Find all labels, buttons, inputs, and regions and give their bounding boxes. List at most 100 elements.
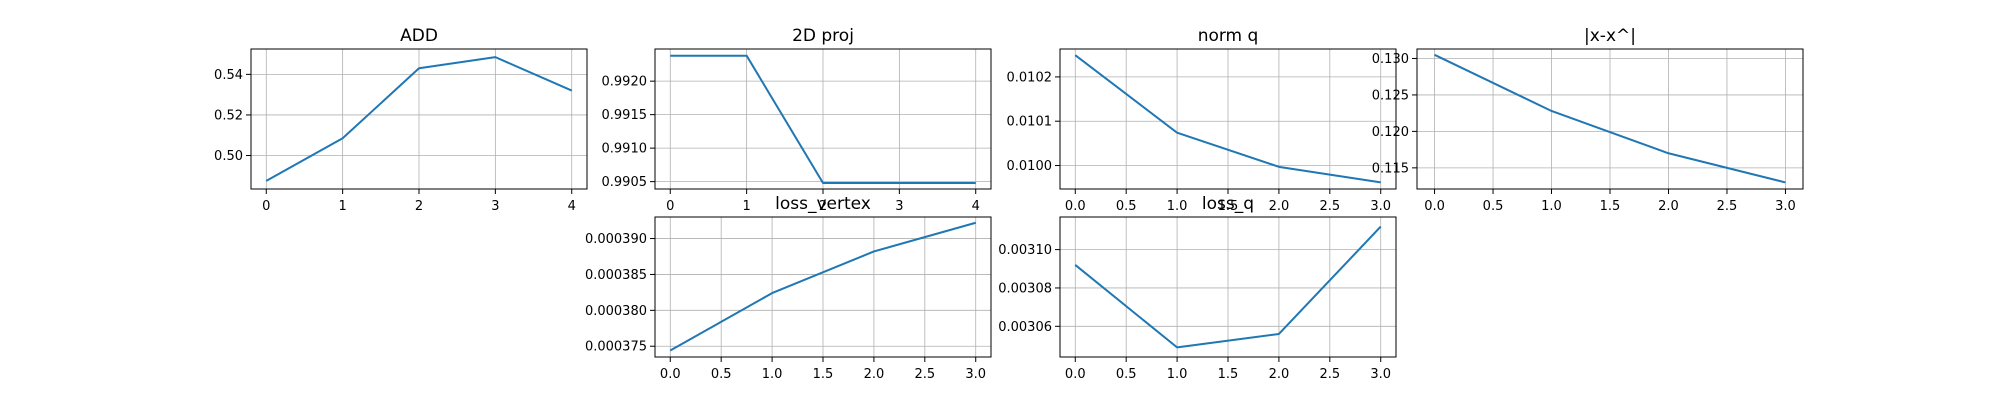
subplot-norm-q: 0.0 0.5 1.0 1.5 2.0 2.5 3.0 0.0100 0.0101 0.0102 n… [1007,26,1397,214]
data-point [1277,165,1281,169]
x-tick-label: 0.0 [1424,199,1445,214]
subplot-2d-proj: 0 1 2 3 4 0.9905 0.9910 0.9915 0.9920 2D proj [602,26,992,214]
data-point [493,55,497,59]
data-point [1277,332,1281,336]
y-tick-label: 0.0101 [1007,115,1053,130]
x-tick-label: 2 [415,199,423,214]
subplot-title: |x-x^| [1584,26,1636,46]
y-tick-label: 0.0102 [1007,70,1053,85]
x-tick-label: 0.5 [1116,199,1137,214]
x-tick-label: 3.0 [1370,367,1391,382]
data-point [570,89,574,93]
y-tick-label: 0.52 [214,108,243,123]
data-point [1783,180,1787,184]
x-tick-label: 2.5 [914,367,935,382]
subplot-title: ADD [400,26,438,46]
x-tick-label: 1.0 [1167,199,1188,214]
x-tick-label: 2.5 [1717,199,1738,214]
series-line [1434,53,1786,184]
y-tick-label: 0.0100 [1007,159,1053,174]
data-point [872,249,876,253]
data-point [745,54,749,58]
y-tick-label: 0.9915 [602,108,648,123]
y-tick-label: 0.000380 [585,304,647,319]
series-line [265,56,573,182]
y-tick-label: 0.130 [1372,52,1409,67]
x-tick-label: 2.0 [864,367,885,382]
data-point [897,181,901,185]
x-tick-label: 2.0 [1269,367,1290,382]
x-tick-label: 2.0 [1658,199,1679,214]
x-tick-label: 1.5 [1218,367,1239,382]
data-point [1073,53,1077,57]
data-point [974,181,978,185]
data-point [1550,109,1554,113]
y-tick-label: 0.000390 [585,232,647,247]
data-point [770,291,774,295]
data-point [668,54,672,58]
y-tick-label: 0.9905 [602,175,648,190]
x-tick-label: 3 [895,199,903,214]
series-line [1074,225,1382,349]
y-tick-label: 0.54 [214,68,243,83]
x-tick-label: 1.0 [1541,199,1562,214]
series-line [1074,54,1381,184]
y-tick-label: 0.50 [214,149,243,164]
x-tick-label: 0.0 [1065,199,1086,214]
x-tick-label: 1.5 [1600,199,1621,214]
x-tick-label: 1 [338,199,346,214]
data-point [417,66,421,70]
x-tick-label: 2.0 [1269,199,1290,214]
y-tick-label: 0.000375 [585,340,647,355]
x-tick-label: 2 [819,199,827,214]
y-tick-label: 0.000385 [585,268,647,283]
y-tick-label: 0.9920 [602,75,648,90]
x-tick-label: 3.0 [1775,199,1796,214]
data-point [1666,151,1670,155]
data-point [341,136,345,140]
x-tick-label: 0.0 [1065,367,1086,382]
data-point [1379,180,1383,184]
data-point [974,221,978,225]
subplot-title: 2D proj [792,26,854,46]
y-tick-label: 0.00308 [998,281,1052,296]
x-tick-label: 0.5 [1483,199,1504,214]
data-point [668,349,672,353]
y-tick-label: 0.9910 [602,142,648,157]
data-point [1379,225,1383,229]
data-point [1175,131,1179,135]
data-point [1433,53,1437,57]
x-tick-label: 2.5 [1319,367,1340,382]
x-tick-label: 1.5 [1218,199,1239,214]
y-tick-label: 0.115 [1372,161,1409,176]
x-tick-label: 1.5 [813,367,834,382]
subplot-loss-vertex: 0.0 0.5 1.0 1.5 2.0 2.5 3.0 0.000375 0.000380 0.0… [585,194,992,382]
subplot-title: loss_q [1202,194,1254,214]
y-tick-label: 0.00306 [998,320,1052,335]
x-tick-label: 2.5 [1319,199,1340,214]
x-tick-label: 0.0 [660,367,681,382]
subplot-loss-q: 0.0 0.5 1.0 1.5 2.0 2.5 3.0 0.00306 0.00308 0.003… [998,194,1397,382]
x-tick-label: 1.0 [762,367,783,382]
x-tick-label: 1 [742,199,750,214]
series-line [670,54,976,184]
x-tick-label: 3.0 [965,367,986,382]
data-point [821,181,825,185]
x-tick-label: 0.5 [1116,367,1137,382]
data-point [1175,345,1179,349]
subplot-add: 0 1 2 3 4 0.50 0.52 0.54 ADD [214,26,588,214]
subplot-title: norm q [1198,26,1259,46]
x-tick-label: 3 [491,199,499,214]
x-tick-label: 0.5 [711,367,732,382]
subplot-title: loss_vertex [775,194,871,214]
x-tick-label: 4 [972,199,980,214]
x-tick-label: 3.0 [1370,199,1391,214]
x-tick-label: 0 [262,199,270,214]
x-tick-label: 0 [666,199,674,214]
series-line [669,221,977,352]
data-point [264,179,268,183]
y-tick-label: 0.125 [1372,88,1409,103]
y-tick-label: 0.120 [1372,125,1409,140]
